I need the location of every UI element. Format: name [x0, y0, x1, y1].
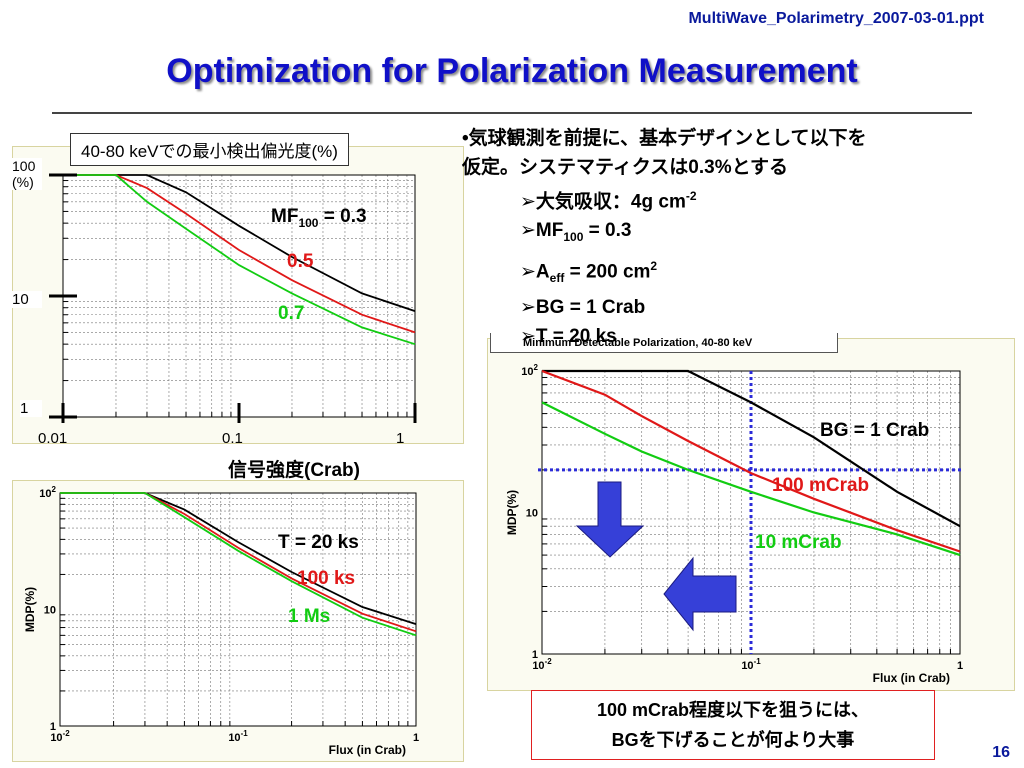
- bullet-mf-suffix: = 0.3: [583, 220, 632, 242]
- series-line-2: [63, 174, 416, 346]
- y-tick-label: 102: [39, 485, 56, 500]
- bullet-mf-sub: 100: [563, 230, 584, 245]
- conclusion-box: 100 mCrab程度以下を狙うには、 BGを下げることが何より大事: [531, 690, 935, 760]
- annotation-green-3: 10 mCrab: [755, 532, 842, 553]
- x-tick-1: 1: [396, 430, 405, 447]
- intro-line-2: 仮定。システマティクスは0.3%とする: [462, 157, 789, 178]
- bullet-bg: ➢BG = 1 Crab: [462, 293, 1002, 322]
- minor-ticks: [60, 497, 409, 726]
- annotation-black-3: BG = 1 Crab: [820, 420, 930, 441]
- y-tick-label: 1: [50, 721, 56, 733]
- y-tick-labels-1: 100 (%): [12, 158, 42, 190]
- annotation-red-3: 100 mCrab: [772, 475, 870, 496]
- bullet-aeff-prefix: A: [535, 261, 550, 283]
- series-line-1: [63, 174, 416, 334]
- title-divider: [52, 112, 972, 114]
- arrow-bullet-icon: ➢: [520, 191, 536, 213]
- bullet-aeff: ➢Aeff = 200 cm2: [462, 252, 1002, 293]
- arrow-bullet-icon: ➢: [520, 220, 536, 242]
- bullet-mf: ➢MF100 = 0.3: [462, 216, 1002, 252]
- series-line-0: [63, 174, 416, 312]
- x-axis-label: Flux (in Crab): [329, 743, 406, 757]
- x-tick-label: 10-2: [532, 657, 552, 672]
- annotation-red-1: 0.5: [287, 251, 314, 272]
- y-tick-10: 10: [12, 291, 42, 308]
- annotation-mf: MF100 = 0.3: [271, 206, 367, 230]
- chart-panel-3: 102 10 1 10-2 10-1 1 Flux (in Crab) MDP(%): [487, 338, 1015, 691]
- bullet-aeff-sub: eff: [549, 271, 565, 286]
- major-ticks: [49, 173, 417, 423]
- panel-1-label: 40-80 keVでの最小検出偏光度(%): [70, 133, 349, 166]
- series-line-2: [541, 401, 961, 557]
- left-arrow-icon: [663, 556, 737, 632]
- slide-title: Optimization for Polarization Measuremen…: [166, 52, 858, 90]
- x-tick-label: 10-1: [228, 729, 248, 744]
- annotation-green-1: 0.7: [278, 303, 305, 324]
- conclusion-line-2: BGを下げることが何より大事: [611, 730, 855, 750]
- bullet-aeff-sup: 2: [650, 259, 658, 274]
- bullet-aeff-suffix: = 200 cm: [564, 261, 651, 283]
- arrow-bullet-icon: ➢: [520, 297, 536, 319]
- minor-ticks: [63, 180, 408, 417]
- y-tick-unit: (%): [12, 174, 34, 190]
- chart-panel-2: 102 10 1 10-2 10-1 1 Flux (in Crab) MDP(%): [12, 480, 464, 762]
- y-axis-label: MDP(%): [505, 490, 519, 535]
- bullet-time-text: T = 20 ks: [535, 326, 617, 348]
- panel-1-xlabel: 信号強度(Crab): [228, 460, 360, 481]
- y-tick-100: 100: [12, 158, 36, 174]
- down-arrow-icon: [575, 481, 645, 558]
- annotation-black-2: T = 20 ks: [278, 532, 359, 553]
- plot-area: [63, 175, 415, 417]
- y-tick-label: 10: [526, 508, 538, 520]
- x-tick-01: 0.1: [222, 430, 243, 447]
- bullet-atmosphere: ➢大気吸収：4g cm-2: [462, 182, 1002, 216]
- annotation-red-2: 100 ks: [297, 568, 356, 589]
- arrow-bullet-icon: ➢: [520, 261, 536, 283]
- bullet-atmosphere-text: 大気吸収：4g cm: [535, 191, 686, 213]
- bullet-time: ➢T = 20 ks: [462, 322, 1002, 351]
- x-axis-label: Flux (in Crab): [873, 671, 950, 685]
- gridlines: [60, 493, 416, 726]
- x-tick-label: 1: [413, 732, 419, 744]
- annotation-green-2: 1 Ms: [288, 606, 331, 627]
- series-line-1: [541, 369, 961, 553]
- x-tick-001: 0.01: [38, 430, 68, 447]
- y-tick-label: 102: [521, 363, 538, 378]
- mf-suffix: = 0.3: [318, 206, 367, 227]
- series-line-0: [542, 369, 961, 528]
- y-axis-label: MDP(%): [23, 587, 37, 632]
- panel-3-title: Minimum Detectable Polarization, 40-80 k…: [490, 333, 838, 353]
- y-tick-1: 1: [20, 400, 42, 417]
- y-tick-label: 10: [44, 605, 56, 617]
- bullet-bg-text: BG = 1 Crab: [535, 297, 646, 319]
- bullet-mf-prefix: MF: [535, 220, 564, 242]
- x-tick-label: 10-1: [741, 657, 761, 672]
- filename-label: MultiWave_Polarimetry_2007-03-01.ppt: [688, 10, 984, 27]
- bullet-atmosphere-sup: -2: [685, 189, 697, 203]
- y-tick-label: 1: [532, 649, 538, 661]
- mf-prefix: MF: [271, 206, 299, 227]
- chart-1-svg: [49, 173, 417, 423]
- assumption-list: •気球観測を前提に、基本デザインとして以下を 仮定。システマティクスは0.3%と…: [462, 124, 1002, 351]
- arrow-bullet-icon: ➢: [520, 326, 536, 348]
- page-number: 16: [992, 744, 1010, 761]
- series-line-2: [60, 492, 417, 637]
- mf-sub: 100: [298, 215, 319, 230]
- intro-line-1: •気球観測を前提に、基本デザインとして以下を: [462, 128, 867, 149]
- x-tick-label: 1: [957, 660, 963, 672]
- plot-area: [60, 493, 416, 726]
- chart-panel-1: [12, 146, 464, 444]
- plot-frame: [59, 492, 417, 727]
- x-tick-label: 10-2: [50, 729, 70, 744]
- conclusion-line-1: 100 mCrab程度以下を狙うには、: [596, 700, 870, 720]
